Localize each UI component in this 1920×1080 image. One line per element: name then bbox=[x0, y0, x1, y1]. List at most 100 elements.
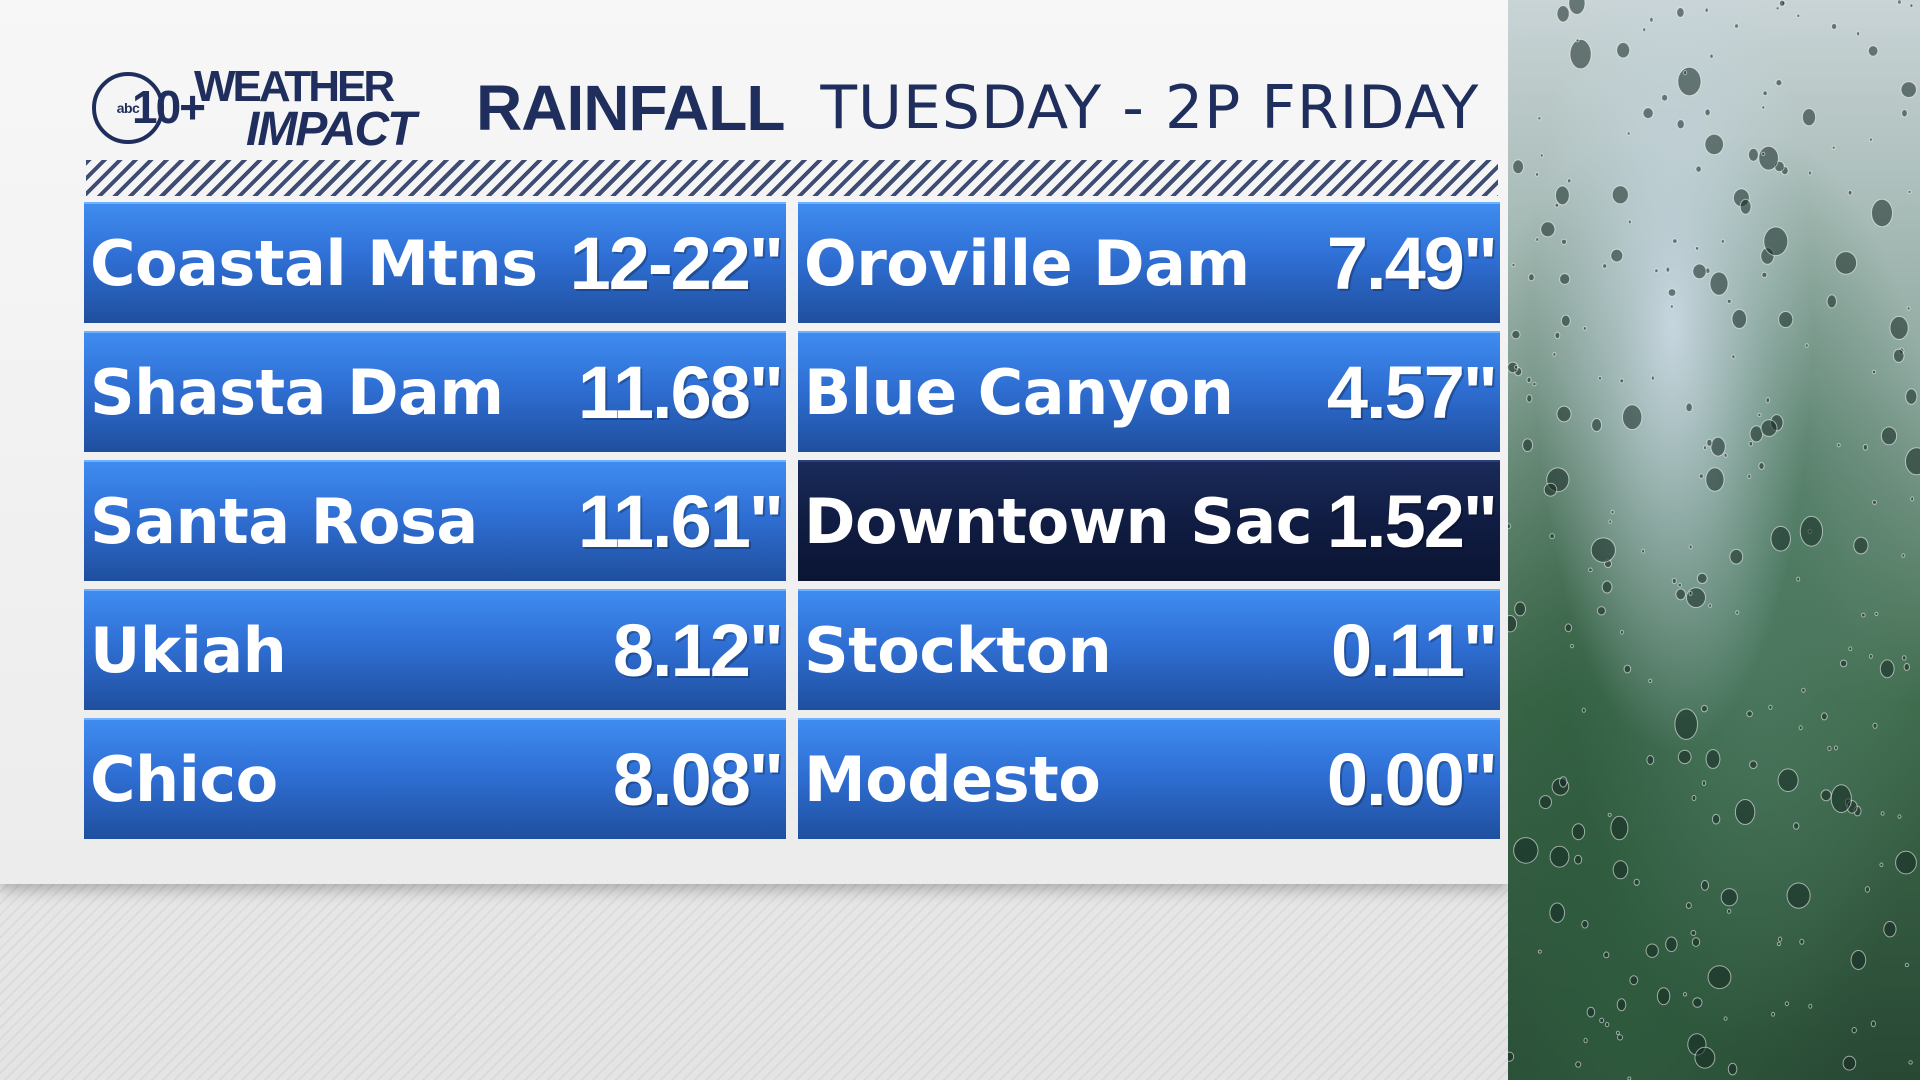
table-row: Ukiah 8.12" bbox=[84, 589, 786, 710]
raindrop bbox=[1665, 266, 1671, 273]
rainfall-value: 7.49" bbox=[1326, 222, 1498, 305]
raindrop bbox=[1763, 226, 1789, 257]
raindrop bbox=[1688, 590, 1693, 596]
raindrop bbox=[1616, 42, 1631, 59]
raindrop bbox=[1771, 1011, 1776, 1017]
rainfall-value: 8.12" bbox=[612, 609, 784, 692]
table-row: Coastal Mtns 12-22" bbox=[84, 202, 786, 323]
raindrop bbox=[1549, 533, 1555, 540]
raindrop bbox=[1692, 997, 1703, 1008]
raindrop bbox=[1549, 902, 1566, 923]
raindrop bbox=[1676, 119, 1685, 130]
raindrop bbox=[1611, 185, 1629, 205]
rainfall-value: 8.08" bbox=[612, 738, 784, 821]
raindrop bbox=[1526, 376, 1532, 384]
raindrop bbox=[1839, 659, 1848, 668]
raindrop bbox=[1786, 882, 1811, 909]
raindrop bbox=[1511, 329, 1521, 340]
logo-impact-text: IMPACT bbox=[246, 103, 416, 156]
raindrop bbox=[1739, 198, 1752, 215]
raindrop bbox=[1901, 655, 1907, 661]
page-subtitle: TUESDAY - 2P FRIDAY bbox=[820, 73, 1480, 143]
rainfall-value: 12-22" bbox=[569, 222, 784, 305]
channel-number: 10+ bbox=[132, 81, 206, 133]
raindrop bbox=[1556, 405, 1572, 423]
raindrop bbox=[1708, 603, 1713, 608]
rainfall-value: 11.61" bbox=[577, 480, 784, 563]
raindrop bbox=[1535, 172, 1540, 177]
raindrop bbox=[1746, 710, 1753, 718]
raindrop bbox=[1804, 343, 1809, 348]
raindrop bbox=[1608, 519, 1613, 524]
raindrop bbox=[1695, 246, 1700, 251]
raindrop bbox=[1688, 544, 1693, 550]
raindrop bbox=[1597, 375, 1603, 381]
raindrop bbox=[1671, 577, 1677, 585]
raindrop bbox=[1903, 663, 1910, 671]
raindrop bbox=[1801, 108, 1817, 127]
table-row: Shasta Dam 11.68" bbox=[84, 331, 786, 452]
raindrop bbox=[1677, 66, 1702, 97]
location-name: Modesto bbox=[804, 743, 1101, 816]
raindrop bbox=[1560, 314, 1571, 327]
raindrop bbox=[1677, 582, 1683, 588]
raindrop bbox=[1862, 444, 1868, 451]
raindrop bbox=[1734, 23, 1739, 29]
raindrop bbox=[1610, 815, 1629, 841]
raindrop bbox=[1683, 70, 1688, 76]
raindrop bbox=[1539, 153, 1544, 158]
raindrop bbox=[1834, 251, 1858, 275]
location-name: Stockton bbox=[804, 614, 1112, 687]
raindrop bbox=[1900, 81, 1917, 98]
raindrop bbox=[1901, 109, 1908, 118]
raindrop bbox=[1575, 38, 1580, 43]
raindrop bbox=[1775, 79, 1783, 87]
raindrop bbox=[1567, 178, 1572, 184]
raindrop bbox=[1749, 760, 1758, 770]
raindrop bbox=[1586, 1006, 1596, 1018]
raindrop bbox=[1910, 496, 1915, 502]
raindrop bbox=[1758, 462, 1765, 470]
table-row: Santa Rosa 11.61" bbox=[84, 460, 786, 581]
location-name: Blue Canyon bbox=[804, 356, 1234, 429]
raindrop bbox=[1706, 438, 1713, 447]
raindrop bbox=[1850, 950, 1867, 970]
raindrop bbox=[1692, 263, 1707, 280]
raindrop bbox=[1707, 965, 1732, 990]
raindrop bbox=[1705, 467, 1725, 492]
raindrop bbox=[1704, 133, 1724, 156]
raindrop bbox=[1765, 397, 1771, 404]
raindrop bbox=[1556, 5, 1570, 23]
raindrop bbox=[1762, 90, 1768, 97]
raindrop bbox=[1879, 862, 1884, 868]
raindrop bbox=[1537, 949, 1542, 954]
raindrop-pattern bbox=[1508, 0, 1920, 1080]
raindrop bbox=[1633, 878, 1640, 886]
raindrop bbox=[1727, 1062, 1738, 1076]
raindrop bbox=[1540, 221, 1556, 238]
raindrop bbox=[1901, 553, 1906, 558]
raindrop bbox=[1836, 443, 1841, 448]
table-row: Chico 8.08" bbox=[84, 718, 786, 839]
raindrop bbox=[1709, 53, 1714, 59]
hatch-divider bbox=[86, 160, 1498, 196]
raindrop bbox=[1650, 375, 1655, 381]
table-row: Stockton 0.11" bbox=[798, 589, 1500, 710]
raindrop bbox=[1514, 601, 1527, 617]
raindrop bbox=[1905, 447, 1920, 476]
raindrop bbox=[1778, 936, 1783, 942]
raindrop bbox=[1648, 678, 1653, 684]
raindrop bbox=[1700, 880, 1709, 891]
raindrop bbox=[1729, 548, 1744, 565]
raindrop bbox=[1820, 712, 1828, 721]
raindrop bbox=[1696, 572, 1708, 585]
raindrop bbox=[1851, 1027, 1857, 1034]
raindrop bbox=[1676, 7, 1685, 18]
raindrop bbox=[1691, 794, 1697, 802]
raindrop bbox=[1569, 38, 1592, 70]
raindrop bbox=[1704, 7, 1709, 13]
raindrop bbox=[1607, 812, 1612, 817]
raindrop bbox=[1513, 837, 1539, 864]
raindrop bbox=[1543, 482, 1558, 497]
raindrop bbox=[1761, 105, 1766, 110]
